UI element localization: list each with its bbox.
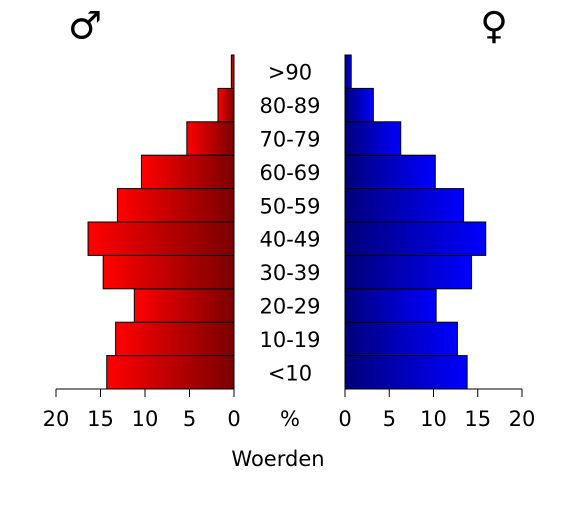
- bar-male: [116, 188, 235, 223]
- bar-male: [87, 221, 235, 256]
- category-label: 30-39: [259, 261, 320, 285]
- x-tick-label: 5: [383, 407, 396, 431]
- bar-female: [344, 288, 437, 323]
- category-label: >90: [268, 61, 312, 85]
- bar-female: [344, 188, 465, 223]
- category-label: 10-19: [259, 328, 320, 352]
- x-tick-label: 20: [43, 407, 70, 431]
- x-tick-label: 15: [87, 407, 114, 431]
- bar-female: [344, 154, 436, 190]
- category-label: 60-69: [259, 161, 320, 185]
- bar-male: [140, 154, 235, 190]
- bar-female: [344, 54, 352, 89]
- bar-female: [344, 254, 473, 290]
- bar-male: [115, 321, 235, 357]
- x-tick-label: 0: [338, 407, 351, 431]
- x-tick-label: 5: [183, 407, 196, 431]
- category-label: <10: [268, 361, 312, 385]
- bar-female: [344, 87, 374, 123]
- category-label: 40-49: [259, 228, 320, 252]
- x-tick-label: 10: [132, 407, 159, 431]
- bar-male: [102, 254, 235, 290]
- bar-male: [230, 54, 235, 89]
- category-label: 20-29: [259, 295, 320, 319]
- category-label: 50-59: [259, 194, 320, 218]
- center-label: %: [280, 407, 300, 431]
- category-label: 70-79: [259, 128, 320, 152]
- legend-female: ♀: [480, 4, 508, 48]
- bar-female: [344, 355, 468, 390]
- x-tick-label: 20: [509, 407, 536, 431]
- x-axis-label: Woerden: [231, 447, 324, 471]
- bar-female: [344, 121, 402, 156]
- bar-female: [344, 321, 458, 357]
- category-label: 80-89: [259, 94, 320, 118]
- x-tick-label: 0: [227, 407, 240, 431]
- bar-male: [217, 87, 235, 123]
- bar-male: [186, 121, 235, 156]
- x-tick-label: 10: [420, 407, 447, 431]
- bar-female: [344, 221, 487, 256]
- bar-male: [133, 288, 235, 323]
- legend-male: ♂: [68, 4, 102, 48]
- x-tick-label: 15: [464, 407, 491, 431]
- bar-male: [106, 355, 235, 390]
